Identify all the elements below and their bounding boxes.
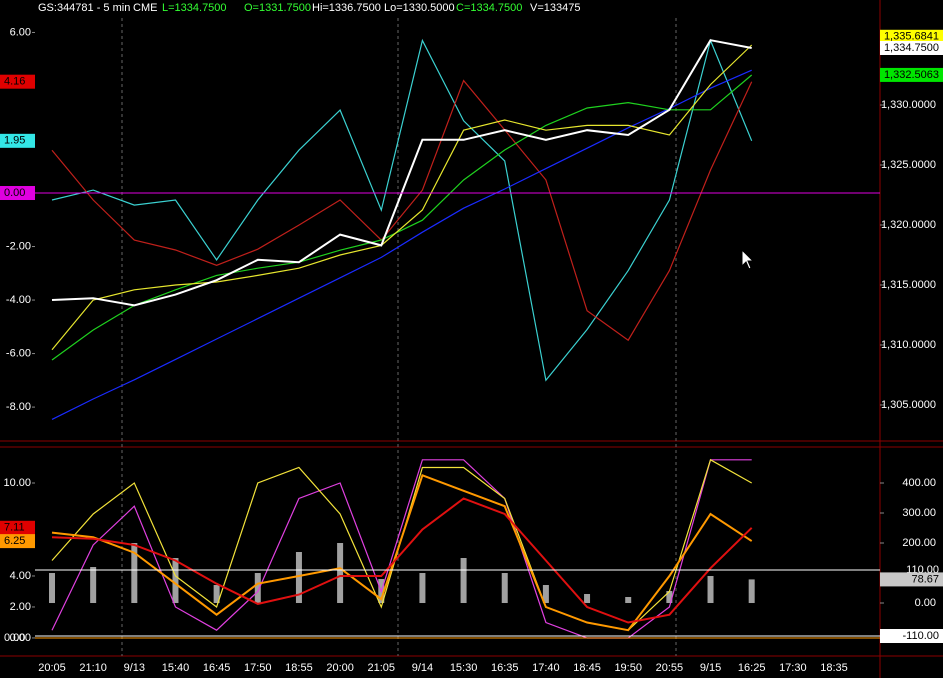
x-tick-label: 18:45 — [573, 662, 601, 674]
histogram-bar — [666, 591, 673, 604]
histogram-bar — [625, 597, 632, 604]
series-line — [51, 74, 753, 361]
value-box-label: 1,332.5063 — [884, 69, 939, 81]
x-tick-label: 9/13 — [124, 662, 145, 674]
x-tick-label: 17:40 — [532, 662, 560, 674]
value-box — [0, 520, 35, 535]
value-box — [880, 67, 943, 82]
y-tick-label: -4.00 — [6, 294, 31, 306]
x-tick-label: 15:40 — [162, 662, 190, 674]
x-tick-label: 18:55 — [285, 662, 313, 674]
x-tick-label: 20:00 — [326, 662, 354, 674]
x-tick-label: 21:05 — [367, 662, 395, 674]
value-box — [0, 534, 35, 549]
histogram-bar — [295, 552, 302, 604]
y2-tick-label: 1,305.0000 — [881, 399, 936, 411]
value-box-label: 1.95 — [4, 135, 25, 147]
value-box-label: 0.00 — [4, 632, 25, 644]
y2-tick-label: 300.00 — [902, 507, 936, 519]
exchange: CME — [133, 2, 157, 14]
series-line — [51, 459, 752, 639]
value-box-label: 1,335.6841 — [884, 31, 939, 43]
histogram-bar — [419, 573, 426, 604]
y2-tick-label: 1,310.0000 — [881, 339, 936, 351]
x-tick-label: 9/15 — [700, 662, 721, 674]
histogram-bar — [748, 579, 755, 604]
series-line — [51, 69, 752, 420]
y2-tick-label: 1,315.0000 — [881, 279, 936, 291]
value-box-label: 4.16 — [4, 76, 25, 88]
x-tick-label: 17:50 — [244, 662, 272, 674]
header: GS:344781 - 5 min CME L=1334.7500 O=1331… — [38, 2, 580, 14]
series-line — [51, 44, 753, 351]
y-tick-label: -6.00 — [6, 347, 31, 359]
day-separators — [121, 18, 677, 656]
x-tick-label: 16:35 — [491, 662, 519, 674]
y-tick-label: 0.00 — [10, 632, 31, 644]
y2-tick-label: 0.00 — [915, 597, 936, 609]
x-tick-label: 9/14 — [412, 662, 433, 674]
value-box-label: 78.67 — [911, 573, 939, 585]
y-tick-label: 10.00 — [3, 477, 31, 489]
value-box — [880, 572, 943, 587]
value-box — [880, 629, 943, 644]
histogram-bar — [172, 558, 179, 604]
x-tick-label: 19:50 — [614, 662, 642, 674]
value-box-label: 6.25 — [4, 535, 25, 547]
y-tick-label: 6.00 — [10, 26, 31, 38]
low: Lo=1330.5000 — [384, 2, 455, 14]
y2-tick-label: 1,330.0000 — [881, 99, 936, 111]
series-line — [51, 38, 753, 382]
y-tick-label: 2.00 — [10, 601, 31, 613]
histogram-bar — [337, 543, 344, 604]
histogram-bar — [254, 573, 261, 604]
value-box-label: 0.00 — [4, 187, 25, 199]
symbol: GS:344781 - 5 min — [38, 2, 130, 14]
histogram-bar — [49, 573, 55, 604]
value-box — [880, 29, 943, 44]
histogram-bar — [501, 573, 508, 604]
x-tick-label: 16:25 — [738, 662, 766, 674]
value-box-label: 7.11 — [4, 522, 25, 534]
histogram-bar — [584, 594, 591, 604]
x-tick-label: 20:55 — [656, 662, 684, 674]
y-tick-label: 4.00 — [10, 570, 31, 582]
series-line — [51, 79, 753, 342]
high: Hi=1336.7500 — [312, 2, 381, 14]
x-tick-label: 20:05 — [38, 662, 66, 674]
value-box — [0, 74, 35, 89]
volume: V=133475 — [530, 2, 580, 14]
open: O=1331.7500 — [244, 2, 311, 14]
value-box — [0, 133, 35, 148]
histogram-bar — [542, 585, 549, 604]
value-box — [880, 40, 943, 55]
value-box-label: 1,334.7500 — [884, 42, 939, 54]
histogram-bar — [90, 567, 97, 604]
histogram-bar — [460, 558, 467, 604]
mouse-cursor — [741, 248, 755, 270]
histogram-bar — [707, 576, 714, 604]
x-tick-label: 16:45 — [203, 662, 231, 674]
close: C=1334.7500 — [456, 2, 522, 14]
last: L=1334.7500 — [162, 2, 227, 14]
x-tick-label: 17:30 — [779, 662, 807, 674]
x-tick-label: 15:30 — [450, 662, 478, 674]
x-tick-label: 21:10 — [79, 662, 107, 674]
series-line — [51, 497, 753, 624]
value-box — [0, 186, 35, 201]
y2-tick-label: 1,320.0000 — [881, 219, 936, 231]
x-tick-label: 18:35 — [820, 662, 848, 674]
y2-tick-label: 1,325.0000 — [881, 159, 936, 171]
histogram-bar — [213, 585, 220, 604]
value-box-label: -110.00 — [903, 630, 940, 642]
y-tick-label: -8.00 — [6, 401, 31, 413]
histogram-bar — [131, 543, 138, 604]
y2-tick-label: 200.00 — [902, 537, 936, 549]
y2-tick-label: 400.00 — [902, 477, 936, 489]
y-tick-label: -2.00 — [6, 240, 31, 252]
